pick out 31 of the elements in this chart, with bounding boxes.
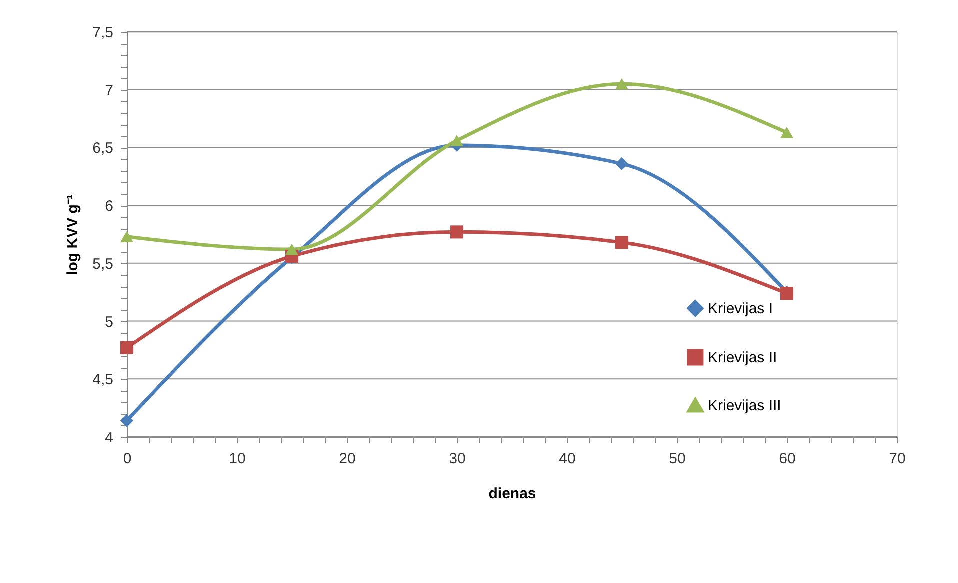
legend-label: Krievijas II	[708, 350, 778, 366]
point	[780, 127, 794, 138]
y-axis-title: log KVV g⁻¹	[64, 194, 82, 276]
x-tick-label: 20	[339, 450, 356, 468]
point	[615, 236, 629, 250]
y-tick-label: 5	[105, 314, 114, 331]
y-tick-label: 7,5	[92, 24, 114, 42]
point	[450, 226, 464, 239]
point	[615, 157, 629, 170]
legend-label: Krievijas III	[708, 398, 782, 414]
point	[120, 341, 134, 354]
y-tick-label: 6	[105, 198, 114, 216]
y-tick-label: 5,5	[92, 256, 114, 273]
x-tick-label: 30	[449, 450, 466, 468]
point	[450, 135, 464, 146]
point	[615, 78, 629, 90]
y-tick-label: 4	[105, 430, 114, 446]
x-tick-label: 40	[559, 450, 576, 468]
x-tick-label: 50	[669, 450, 686, 468]
point	[285, 244, 299, 256]
x-tick-label: 10	[229, 450, 246, 468]
x-axis-title: dienas	[488, 486, 536, 502]
x-tick-label: 70	[889, 450, 906, 468]
point	[120, 231, 134, 242]
legend-label: Krievijas I	[708, 300, 774, 318]
y-tick-label: 7	[105, 82, 114, 100]
point	[120, 414, 134, 428]
y-tick-label: 6,5	[92, 140, 114, 158]
x-tick-label: 60	[779, 450, 796, 468]
y-tick-label: 4,5	[92, 372, 114, 389]
x-tick-label: 0	[123, 450, 132, 468]
